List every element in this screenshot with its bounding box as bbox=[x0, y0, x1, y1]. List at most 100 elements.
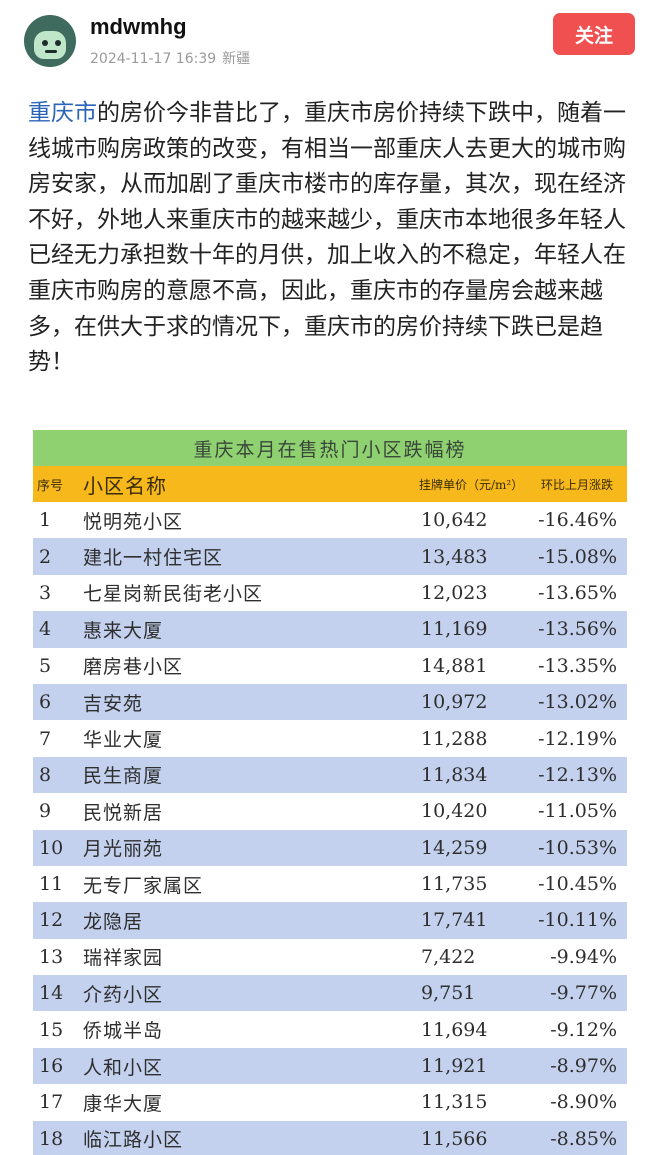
table-row: 10 月光丽苑 14,259 -10.53% bbox=[33, 829, 627, 866]
avatar[interactable] bbox=[24, 15, 76, 67]
cell-price: 11,921 bbox=[421, 1055, 488, 1078]
cell-no: 17 bbox=[39, 1091, 64, 1114]
cell-change: -8.97% bbox=[550, 1055, 617, 1078]
cell-no: 18 bbox=[39, 1127, 64, 1150]
avatar-face-icon bbox=[34, 31, 66, 59]
cell-price: 10,972 bbox=[421, 691, 488, 714]
post-location: 新疆 bbox=[222, 51, 251, 67]
cell-change: -10.45% bbox=[538, 873, 617, 896]
cell-price: 11,288 bbox=[421, 727, 488, 750]
header-change: 环比上月涨跌 bbox=[541, 477, 614, 492]
cell-no: 12 bbox=[39, 909, 64, 932]
post-header: mdwmhg 2024-11-17 16:39 新疆 关注 bbox=[0, 0, 660, 90]
cell-name: 民生商厦 bbox=[83, 765, 164, 788]
table-row: 17 康华大厦 11,315 -8.90% bbox=[33, 1084, 627, 1121]
cell-price: 7,422 bbox=[421, 945, 476, 968]
cell-name: 建北一村住宅区 bbox=[83, 547, 224, 570]
cell-change: -15.08% bbox=[538, 545, 617, 568]
table-row: 7 华业大厦 11,288 -12.19% bbox=[33, 720, 627, 757]
table-row: 13 瑞祥家园 7,422 -9.94% bbox=[33, 938, 627, 976]
header-no: 序号 bbox=[37, 478, 64, 494]
cell-change: -8.90% bbox=[550, 1091, 617, 1114]
cell-name: 无专厂家属区 bbox=[83, 874, 204, 897]
cell-price: 12,023 bbox=[421, 581, 488, 604]
ranking-table-image[interactable]: 重庆本月在售热门小区跌幅榜 序号 小区名称 挂牌单价（元/m²） 环比上月涨跌 … bbox=[33, 430, 627, 1155]
table-row: 5 磨房巷小区 14,881 -13.35% bbox=[33, 647, 627, 684]
cell-no: 3 bbox=[39, 581, 52, 604]
follow-button[interactable]: 关注 bbox=[553, 13, 635, 55]
cell-change: -10.11% bbox=[538, 909, 617, 932]
topic-link[interactable]: 重庆市 bbox=[28, 100, 97, 126]
cell-price: 11,169 bbox=[421, 618, 488, 641]
table-row: 1 悦明苑小区 10,642 -16.46% bbox=[33, 502, 627, 539]
cell-price: 11,315 bbox=[421, 1091, 488, 1114]
cell-name: 月光丽苑 bbox=[83, 838, 164, 861]
cell-change: -12.13% bbox=[538, 763, 617, 786]
cell-no: 4 bbox=[39, 618, 52, 641]
cell-change: -16.46% bbox=[538, 509, 617, 532]
table-row: 14 介药小区 9,751 -9.77% bbox=[33, 975, 627, 1012]
cell-price: 17,741 bbox=[421, 909, 488, 932]
cell-no: 8 bbox=[39, 763, 52, 786]
cell-name: 龙隐居 bbox=[83, 910, 144, 933]
cell-change: -13.56% bbox=[538, 618, 617, 641]
header-price: 挂牌单价（元/m²） bbox=[419, 477, 524, 492]
cell-price: 11,834 bbox=[421, 763, 488, 786]
table-row: 2 建北一村住宅区 13,483 -15.08% bbox=[33, 538, 627, 575]
cell-change: -9.77% bbox=[550, 982, 617, 1005]
cell-name: 吉安苑 bbox=[83, 692, 144, 715]
cell-price: 14,881 bbox=[421, 654, 488, 677]
cell-price: 13,483 bbox=[421, 545, 488, 568]
cell-name: 侨城半岛 bbox=[83, 1020, 164, 1043]
table-row: 12 龙隐居 17,741 -10.11% bbox=[33, 902, 627, 939]
table-row: 15 侨城半岛 11,694 -9.12% bbox=[33, 1011, 627, 1048]
cell-name: 七星岗新民街老小区 bbox=[83, 583, 264, 606]
post-timestamp: 2024-11-17 16:39 bbox=[90, 51, 217, 67]
table-row: 18 临江路小区 11,566 -8.85% bbox=[33, 1120, 627, 1155]
cell-no: 9 bbox=[39, 800, 52, 823]
cell-no: 10 bbox=[39, 836, 64, 859]
cell-name: 悦明苑小区 bbox=[83, 510, 184, 533]
cell-price: 11,566 bbox=[421, 1127, 488, 1150]
cell-no: 7 bbox=[39, 727, 52, 750]
table-row: 9 民悦新居 10,420 -11.05% bbox=[33, 793, 627, 830]
post-body: 重庆市的房价今非昔比了，重庆市房价持续下跌中，随着一线城市购房政策的改变，有相当… bbox=[28, 96, 634, 381]
table-row: 8 民生商厦 11,834 -12.13% bbox=[33, 756, 627, 794]
cell-name: 华业大厦 bbox=[83, 729, 164, 752]
post-text: 的房价今非昔比了，重庆市房价持续下跌中，随着一线城市购房政策的改变，有相当一部重… bbox=[28, 100, 626, 376]
cell-price: 10,420 bbox=[421, 800, 488, 823]
table-row: 16 人和小区 11,921 -8.97% bbox=[33, 1047, 627, 1085]
cell-no: 1 bbox=[39, 509, 52, 532]
cell-no: 16 bbox=[39, 1055, 64, 1078]
cell-price: 11,735 bbox=[421, 873, 488, 896]
cell-no: 15 bbox=[39, 1018, 64, 1041]
table-row: 6 吉安苑 10,972 -13.02% bbox=[33, 683, 627, 721]
header-name: 小区名称 bbox=[83, 473, 167, 498]
cell-name: 惠来大厦 bbox=[83, 619, 164, 642]
table-title: 重庆本月在售热门小区跌幅榜 bbox=[33, 430, 627, 466]
cell-change: -11.05% bbox=[538, 800, 617, 823]
cell-change: -13.35% bbox=[538, 654, 617, 677]
cell-name: 民悦新居 bbox=[83, 801, 164, 824]
cell-no: 5 bbox=[39, 654, 52, 677]
cell-no: 13 bbox=[39, 945, 64, 968]
post-meta: 2024-11-17 16:39 新疆 bbox=[90, 48, 250, 68]
cell-price: 10,642 bbox=[421, 509, 488, 532]
cell-change: -10.53% bbox=[538, 836, 617, 859]
table-row: 11 无专厂家属区 11,735 -10.45% bbox=[33, 865, 627, 903]
cell-name: 临江路小区 bbox=[83, 1129, 184, 1152]
cell-change: -9.94% bbox=[550, 945, 617, 968]
cell-no: 14 bbox=[39, 982, 64, 1005]
table-row: 3 七星岗新民街老小区 12,023 -13.65% bbox=[33, 574, 627, 612]
cell-price: 14,259 bbox=[421, 836, 488, 859]
cell-name: 人和小区 bbox=[83, 1056, 164, 1079]
cell-no: 11 bbox=[39, 873, 64, 896]
table-body: 1 悦明苑小区 10,642 -16.46% 2 建北一村住宅区 13,483 -15.08%… bbox=[33, 502, 627, 1155]
cell-change: -12.19% bbox=[538, 727, 617, 750]
cell-name: 瑞祥家园 bbox=[83, 947, 164, 970]
author-name[interactable]: mdwmhg bbox=[90, 14, 187, 39]
cell-change: -13.65% bbox=[538, 581, 617, 604]
cell-price: 11,694 bbox=[421, 1018, 488, 1041]
cell-name: 介药小区 bbox=[83, 983, 164, 1006]
cell-name: 磨房巷小区 bbox=[83, 656, 184, 679]
